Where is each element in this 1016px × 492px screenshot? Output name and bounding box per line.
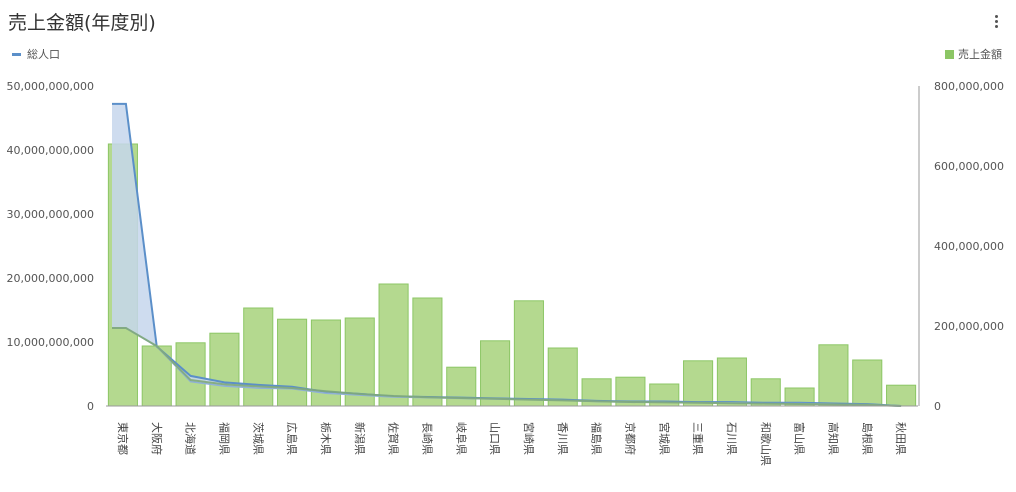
category-label: 新潟県 [353,422,367,455]
category-label: 高知県 [826,422,840,455]
category-label: 福岡県 [217,422,231,455]
category-label: 富山県 [793,422,807,455]
category-label: 和歌山県 [759,422,773,466]
category-label: 佐賀県 [387,422,401,455]
sales-bar[interactable] [277,318,308,407]
category-label: 三重県 [691,422,705,455]
left-axis-tick-label: 0 [87,400,94,413]
category-label: 大阪府 [150,422,164,455]
category-label: 島根県 [860,422,874,455]
sales-bar[interactable] [513,300,544,407]
right-axis-tick-label: 0 [934,400,941,413]
legend-sales-swatch [945,49,954,59]
left-axis-tick-label: 30,000,000,000 [7,208,94,221]
category-label: 福島県 [590,422,604,455]
category-label: 長崎県 [420,422,434,455]
sales-trend-line[interactable] [112,327,902,407]
sales-bar[interactable] [378,283,409,407]
right-axis-tick-label: 600,000,000 [934,160,1004,173]
sales-bar[interactable] [750,378,781,407]
left-axis-tick-label: 50,000,000,000 [7,80,94,93]
category-label: 栃木県 [319,422,333,455]
sales-bar[interactable] [175,342,206,407]
more-options-icon[interactable] [990,10,1002,32]
category-label: 香川県 [556,422,569,455]
category-label: 宮崎県 [522,422,536,455]
category-label: 東京都 [116,422,130,455]
sales-bar[interactable] [344,317,375,407]
category-label: 広島県 [285,422,299,455]
sales-bar[interactable] [852,359,883,407]
category-label: 宮城県 [657,422,671,455]
sales-bar[interactable] [683,360,714,407]
legend-sales[interactable]: 売上金額 [945,46,1002,62]
right-axis-tick-label: 400,000,000 [934,240,1004,253]
sales-bar[interactable] [243,307,274,407]
right-axis-tick-label: 200,000,000 [934,320,1004,333]
left-axis-tick-label: 20,000,000,000 [7,272,94,285]
legend-sales-label: 売上金額 [958,48,1002,61]
sales-bar[interactable] [818,344,849,407]
legend-population-label: 総人口 [27,48,60,61]
category-label: 京都府 [623,422,637,455]
right-axis-tick-label: 800,000,000 [934,80,1004,93]
category-label: 山口県 [488,422,501,455]
sales-bar[interactable] [547,347,578,407]
sales-bar[interactable] [446,366,477,407]
sales-bar[interactable] [480,340,511,407]
chart-title: 売上金額(年度別) [8,12,156,34]
sales-bar[interactable] [886,384,917,407]
sales-bar[interactable] [716,357,747,407]
sales-bar[interactable] [209,332,240,407]
legend-population[interactable]: 総人口 [12,46,60,62]
legend-population-swatch [12,52,21,56]
category-label: 茨城県 [251,422,265,455]
sales-bar[interactable] [412,297,443,407]
category-label: 岐阜県 [454,422,467,455]
category-label: 北海道 [184,422,198,455]
category-label: 石川県 [725,422,738,455]
category-label: 秋田県 [894,422,908,455]
left-axis-tick-label: 40,000,000,000 [7,144,94,157]
left-axis-tick-label: 10,000,000,000 [7,336,94,349]
